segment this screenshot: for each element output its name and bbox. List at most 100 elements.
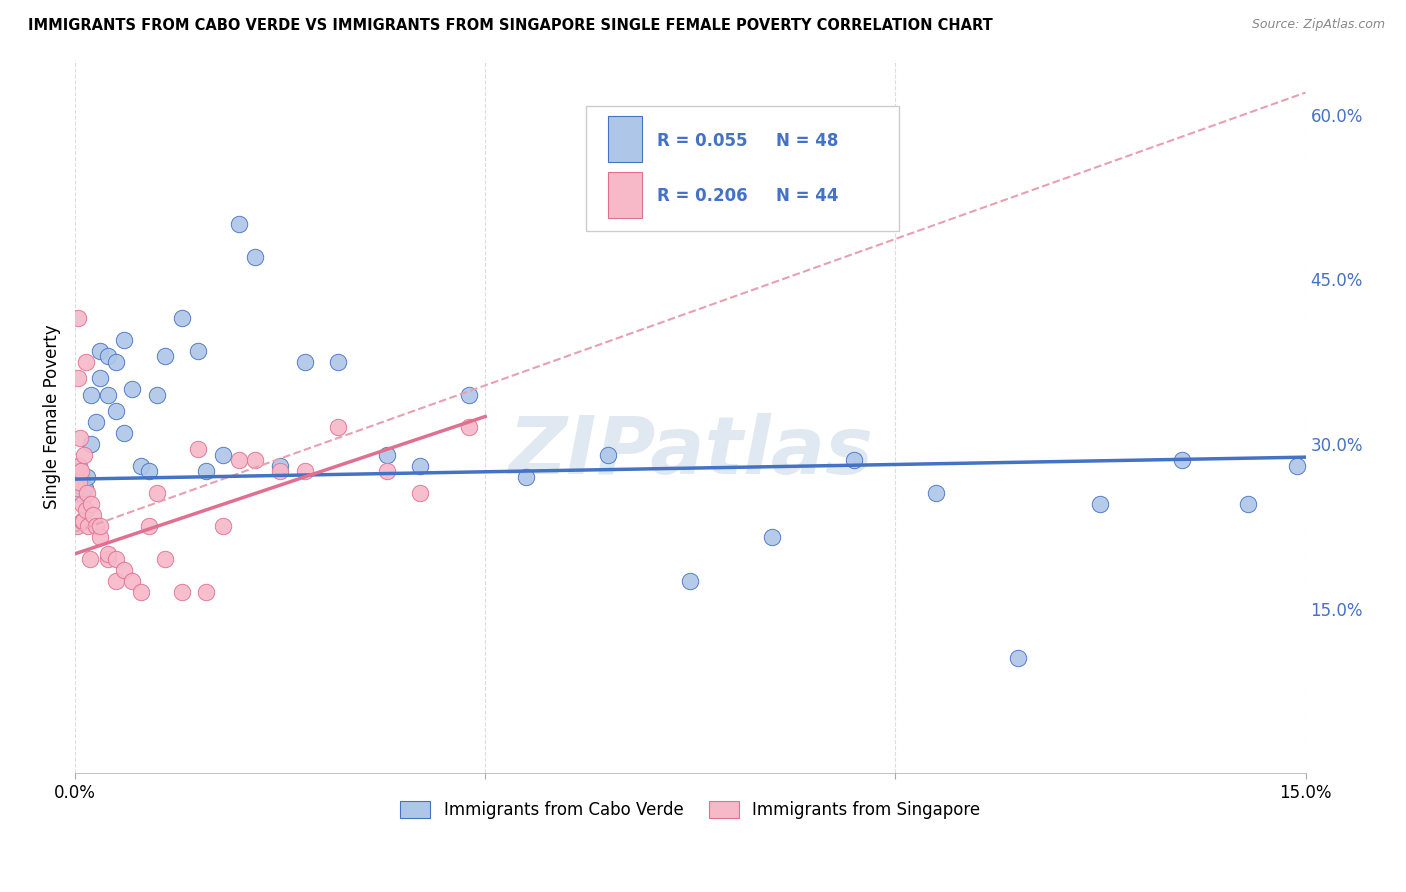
Point <box>69 486 91 500</box>
Legend: Immigrants from Cabo Verde, Immigrants from Singapore: Immigrants from Cabo Verde, Immigrants f… <box>394 794 987 826</box>
Point <box>67 470 90 484</box>
Point <box>67 475 90 490</box>
Point <box>1171 453 1194 467</box>
Point <box>72 514 94 528</box>
Point <box>228 217 250 231</box>
Point <box>89 519 111 533</box>
Point <box>76 354 98 368</box>
Point <box>105 574 128 589</box>
Point <box>97 552 120 566</box>
Point <box>155 552 177 566</box>
Point <box>77 519 100 533</box>
Point <box>598 448 620 462</box>
Text: IMMIGRANTS FROM CABO VERDE VS IMMIGRANTS FROM SINGAPORE SINGLE FEMALE POVERTY CO: IMMIGRANTS FROM CABO VERDE VS IMMIGRANTS… <box>28 18 993 33</box>
Point <box>129 458 152 473</box>
Point <box>97 349 120 363</box>
Point <box>195 585 218 599</box>
Point <box>67 458 90 473</box>
Text: R = 0.206: R = 0.206 <box>657 187 748 205</box>
Point <box>84 519 107 533</box>
Point <box>89 343 111 358</box>
Point <box>1090 497 1112 511</box>
Point <box>80 497 103 511</box>
Point <box>72 470 94 484</box>
Point <box>375 465 398 479</box>
Point <box>66 465 89 479</box>
Point <box>67 475 90 490</box>
Point <box>72 481 94 495</box>
Point <box>170 585 193 599</box>
Point <box>326 420 349 434</box>
Point <box>82 508 104 523</box>
Point <box>457 420 479 434</box>
Point <box>844 453 866 467</box>
Point <box>69 465 91 479</box>
Point <box>97 387 120 401</box>
Text: N = 44: N = 44 <box>776 187 839 205</box>
Point <box>121 382 143 396</box>
Point <box>138 465 160 479</box>
Text: Source: ZipAtlas.com: Source: ZipAtlas.com <box>1251 18 1385 31</box>
Point <box>294 354 316 368</box>
Bar <box>607 116 643 162</box>
Text: N = 48: N = 48 <box>776 132 839 150</box>
Point <box>66 519 89 533</box>
Point <box>228 453 250 467</box>
Text: ZIPatlas: ZIPatlas <box>508 413 873 491</box>
FancyBboxPatch shape <box>586 106 900 231</box>
Point <box>187 442 209 457</box>
Point <box>1007 651 1029 665</box>
Point <box>138 519 160 533</box>
Point <box>679 574 702 589</box>
Point <box>72 514 94 528</box>
Point <box>73 481 96 495</box>
Point <box>170 310 193 325</box>
Point <box>97 547 120 561</box>
Point <box>69 470 91 484</box>
Point <box>245 250 267 264</box>
Point <box>112 563 135 577</box>
Point <box>269 458 291 473</box>
Point <box>294 465 316 479</box>
Point <box>408 486 430 500</box>
Point <box>515 470 537 484</box>
Point <box>80 437 103 451</box>
Point <box>211 448 233 462</box>
Text: R = 0.055: R = 0.055 <box>657 132 748 150</box>
Point <box>73 448 96 462</box>
Point <box>76 470 98 484</box>
Point <box>269 465 291 479</box>
Point <box>67 371 90 385</box>
Point <box>84 415 107 429</box>
Point <box>105 552 128 566</box>
Point <box>121 574 143 589</box>
Point <box>112 425 135 440</box>
Point <box>89 530 111 544</box>
Point <box>761 530 783 544</box>
Point <box>89 371 111 385</box>
Point <box>925 486 948 500</box>
Bar <box>607 172 643 219</box>
Point <box>408 458 430 473</box>
Point <box>76 486 98 500</box>
Point <box>129 585 152 599</box>
Point <box>70 497 93 511</box>
Point <box>80 387 103 401</box>
Y-axis label: Single Female Poverty: Single Female Poverty <box>44 324 60 508</box>
Point <box>457 387 479 401</box>
Point <box>146 387 169 401</box>
Point <box>155 349 177 363</box>
Point <box>67 310 90 325</box>
Point <box>112 333 135 347</box>
Point <box>66 481 89 495</box>
Point <box>195 465 218 479</box>
Point <box>326 354 349 368</box>
Point <box>1237 497 1260 511</box>
Point <box>1286 458 1309 473</box>
Point <box>79 552 101 566</box>
Point <box>146 486 169 500</box>
Point <box>105 354 128 368</box>
Point <box>187 343 209 358</box>
Point <box>69 432 91 446</box>
Point <box>75 503 97 517</box>
